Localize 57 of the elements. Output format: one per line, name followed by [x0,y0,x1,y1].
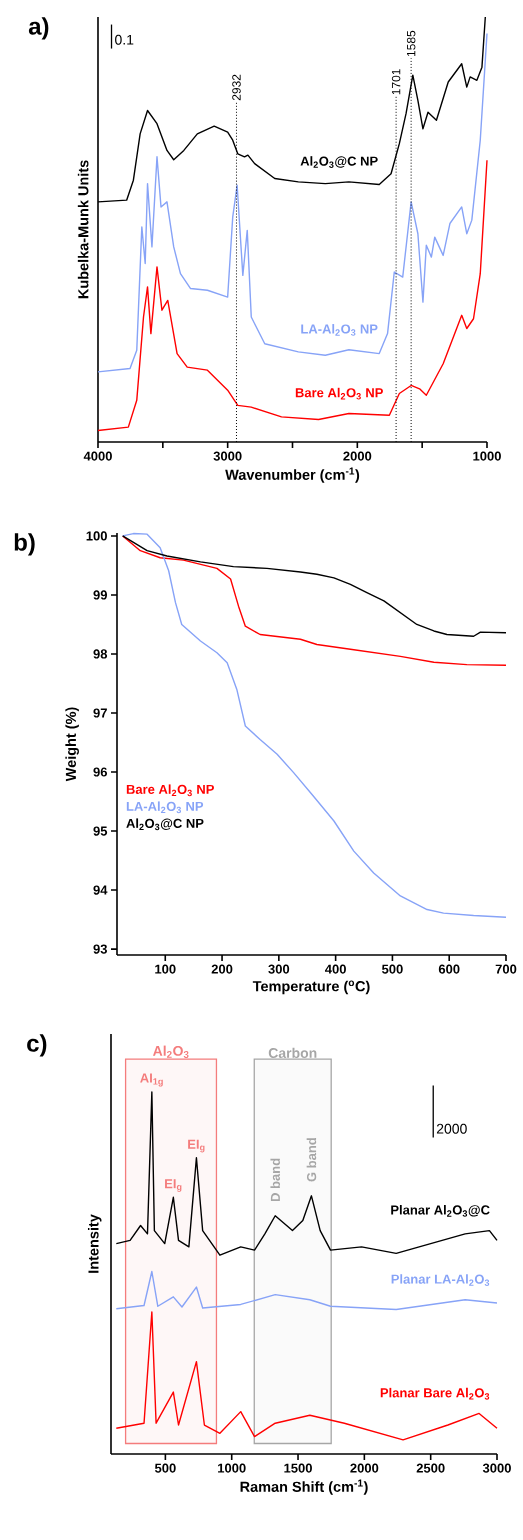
annotation: EI$_{g}$ [165,1179,182,1192]
x-tick-label: 1000 [218,1463,246,1473]
x-tick-label: 2000 [343,451,372,461]
y-tick-label: 93 [93,944,108,954]
line-series [121,532,507,918]
y-tick-label: 96 [93,767,108,777]
series-label: Bare Al$_{2}$O$_{3}$ NP [295,387,383,400]
y-axis-title: Kubelka-Munk Units [77,160,89,299]
x-tick-label: 2000 [350,1463,379,1473]
ref-line-label: 1701 [391,69,401,95]
y-tick-label: 98 [93,649,108,659]
x-tick-label: 3000 [213,451,242,461]
line-series [121,535,507,666]
x-tick-label: 1500 [284,1463,312,1473]
series-label: Planar Al$_{2}$O$_{3}$@C [391,1205,490,1217]
series-label: LA-Al$_{2}$O$_{3}$ NP [301,324,378,336]
annotation: 0.1 [115,34,134,45]
y-tick-label: 97 [93,708,107,718]
y-axis-title: Weight (%) [65,707,79,782]
annotation: EI$_{g}$ [188,1139,205,1153]
x-tick-label: 700 [495,964,517,974]
x-tick-label: 1000 [473,451,501,461]
x-tick-label: 200 [211,964,233,974]
x-tick-label: 4000 [83,451,112,461]
annotation: AI$_{1g}$ [140,1073,163,1087]
chart-title: a) [28,17,49,40]
x-tick-label: 100 [155,964,176,974]
series-label: Planar Bare Al$_{2}$O$_{3}$ [380,1387,490,1400]
y-axis-title: Intensity [87,1214,102,1273]
x-tick-label: 500 [381,964,403,974]
x-tick-label: 300 [268,964,290,974]
band-label: Carbon [268,1047,317,1058]
y-tick-label: 99 [93,590,107,600]
y-tick-label: 94 [93,885,108,895]
x-tick-label: 2500 [416,1463,445,1473]
ref-line-label: 2932 [232,74,241,101]
series-label: Al$_{2}$O$_{3}$@C NP [300,156,378,168]
x-axis-title: Wavenumber (cm$^{-1}$) [225,467,360,483]
band-label: Al$_{2}$O$_{3}$ [152,1045,189,1058]
x-tick-label: 3000 [482,1463,511,1473]
x-tick-label: 400 [324,964,346,974]
x-axis-title: Raman Shift (cm$^{-1}$) [240,1479,368,1495]
y-tick-label: 100 [86,531,107,541]
x-axis-title: Temperature ($^{o}$C) [252,980,370,995]
chart-title: b) [14,533,35,556]
annotation: D band [270,1158,280,1202]
ref-line-label: 1585 [406,30,416,57]
annotation: G band [306,1138,317,1182]
x-tick-label: 500 [154,1463,176,1473]
annotation: 2000 [436,1123,467,1134]
series-label: Planar LA-Al$_{2}$O$_{3}$ [391,1274,490,1286]
y-tick-label: 95 [93,826,108,836]
text: Al$_{2}$O$_{3}$@C NP [126,818,204,831]
text: LA-Al$_{2}$O$_{3}$ NP [126,801,204,814]
x-tick-label: 600 [438,964,460,974]
chart-title: c) [27,1034,47,1057]
text: Bare Al$_{2}$O$_{3}$ NP [126,784,214,797]
